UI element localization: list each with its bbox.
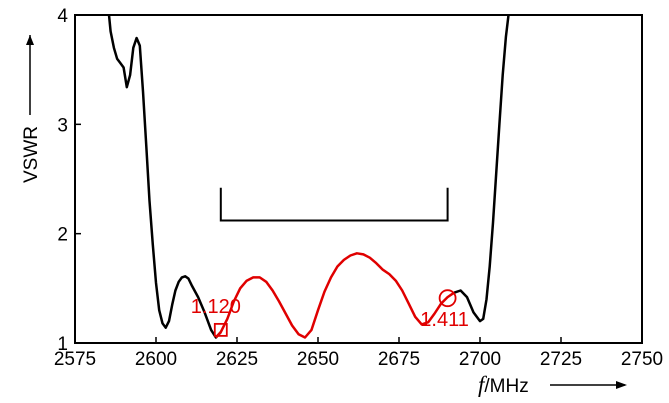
- vswr-curve-segment-3: [453, 14, 510, 323]
- y-axis-title-group: VSWR: [21, 35, 42, 183]
- plot-frame: [74, 14, 643, 344]
- x-axis-title-unit: /MHz: [484, 376, 528, 397]
- y-axis-ticks: 1 2 3 4: [57, 6, 81, 355]
- square-marker: [213, 322, 228, 337]
- x-axis-title: f/MHz: [478, 372, 529, 397]
- annotations-group: 1.120 1.411: [191, 289, 469, 337]
- x-axis-arrowhead: [616, 381, 627, 389]
- x-tick-label: 2625: [216, 349, 258, 370]
- y-axis-title: VSWR: [21, 126, 42, 183]
- vswr-curve-segment-1: [107, 14, 222, 339]
- min-vswr-label: 1.120: [191, 296, 241, 318]
- x-tick-label: 2725: [540, 349, 582, 370]
- x-tick-label: 2700: [459, 349, 501, 370]
- circle-marker: [438, 289, 457, 308]
- y-tick-label: 1: [57, 334, 68, 355]
- x-tick-label: 2650: [297, 349, 339, 370]
- x-tick-label: 2750: [621, 349, 663, 370]
- x-tick-label: 2675: [378, 349, 420, 370]
- y-tick-label: 4: [57, 6, 68, 27]
- x-axis-title-group: f/MHz: [478, 372, 627, 397]
- curves-group: [107, 14, 510, 339]
- band-bracket-line: [219, 187, 449, 222]
- vswr-curve-segment-2: [214, 252, 455, 339]
- y-axis-arrowhead: [26, 35, 34, 45]
- x-axis-title-symbol: f: [478, 372, 488, 397]
- x-tick-label: 2600: [135, 349, 177, 370]
- frequency-band-bracket: [219, 187, 449, 222]
- x-tick-label: 2575: [54, 349, 96, 370]
- x-axis-ticks: 2575 2600 2625 2650 2675 2700 2725 2750: [54, 337, 663, 370]
- y-tick-label: 2: [57, 225, 68, 246]
- y-tick-label: 3: [57, 115, 68, 136]
- edge-vswr-label: 1.411: [420, 309, 469, 331]
